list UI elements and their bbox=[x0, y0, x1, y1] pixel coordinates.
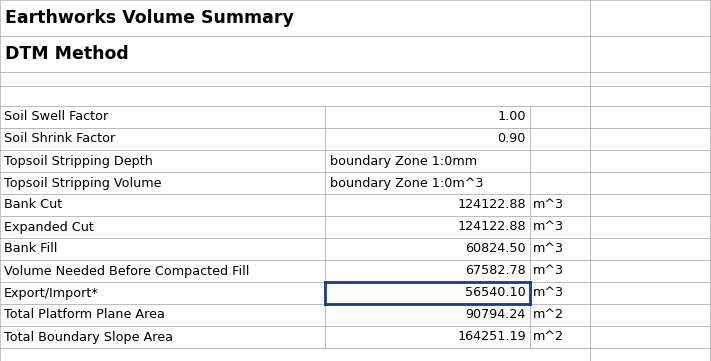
Text: Topsoil Stripping Volume: Topsoil Stripping Volume bbox=[4, 177, 161, 190]
Text: m^2: m^2 bbox=[533, 331, 564, 344]
Text: Volume Needed Before Compacted Fill: Volume Needed Before Compacted Fill bbox=[4, 265, 250, 278]
Text: Bank Cut: Bank Cut bbox=[4, 199, 63, 212]
Text: m^3: m^3 bbox=[533, 199, 564, 212]
Text: m^3: m^3 bbox=[533, 265, 564, 278]
Text: Expanded Cut: Expanded Cut bbox=[4, 221, 94, 234]
Text: 56540.10: 56540.10 bbox=[465, 287, 526, 300]
Text: m^3: m^3 bbox=[533, 243, 564, 256]
Text: Topsoil Stripping Depth: Topsoil Stripping Depth bbox=[4, 155, 153, 168]
Text: 90794.24: 90794.24 bbox=[466, 309, 526, 322]
Text: m^2: m^2 bbox=[533, 309, 564, 322]
Text: m^3: m^3 bbox=[533, 287, 564, 300]
Text: Soil Swell Factor: Soil Swell Factor bbox=[4, 110, 108, 123]
Text: 1.00: 1.00 bbox=[498, 110, 526, 123]
Text: 0.90: 0.90 bbox=[498, 132, 526, 145]
Text: Bank Fill: Bank Fill bbox=[4, 243, 58, 256]
Text: Export/Import*: Export/Import* bbox=[4, 287, 99, 300]
Text: 60824.50: 60824.50 bbox=[466, 243, 526, 256]
Text: Earthworks Volume Summary: Earthworks Volume Summary bbox=[5, 9, 294, 27]
Text: Soil Shrink Factor: Soil Shrink Factor bbox=[4, 132, 115, 145]
Text: 124122.88: 124122.88 bbox=[457, 199, 526, 212]
Text: 124122.88: 124122.88 bbox=[457, 221, 526, 234]
Text: Total Boundary Slope Area: Total Boundary Slope Area bbox=[4, 331, 173, 344]
Text: m^3: m^3 bbox=[533, 221, 564, 234]
Text: boundary Zone 1:0mm: boundary Zone 1:0mm bbox=[330, 155, 477, 168]
Text: DTM Method: DTM Method bbox=[5, 45, 129, 63]
Text: Total Platform Plane Area: Total Platform Plane Area bbox=[4, 309, 165, 322]
Text: 164251.19: 164251.19 bbox=[457, 331, 526, 344]
Text: boundary Zone 1:0m^3: boundary Zone 1:0m^3 bbox=[330, 177, 483, 190]
Text: 67582.78: 67582.78 bbox=[465, 265, 526, 278]
